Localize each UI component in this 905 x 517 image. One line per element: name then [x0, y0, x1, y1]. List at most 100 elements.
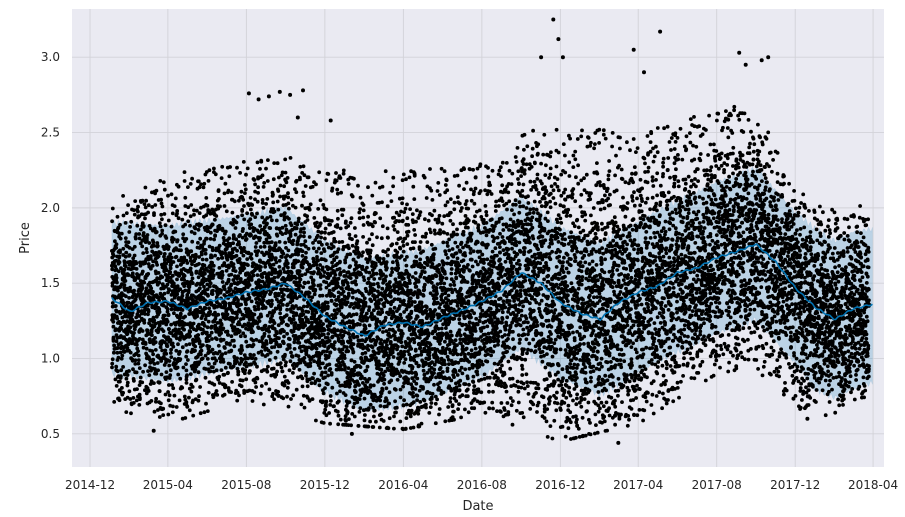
data-point: [412, 197, 417, 202]
data-point: [200, 244, 205, 249]
data-point: [231, 241, 236, 246]
data-point: [386, 235, 390, 240]
data-point: [360, 253, 364, 258]
data-point: [355, 400, 360, 405]
data-point: [368, 248, 373, 253]
data-point: [380, 310, 385, 315]
data-point: [159, 212, 164, 217]
data-point: [334, 255, 339, 260]
data-point: [208, 230, 213, 235]
data-point: [372, 414, 376, 419]
data-point: [415, 295, 420, 300]
data-point: [148, 365, 152, 370]
data-point: [125, 346, 130, 350]
data-point: [243, 183, 247, 187]
data-point: [293, 232, 298, 237]
data-point: [282, 334, 286, 339]
data-point: [110, 219, 114, 224]
data-point: [189, 230, 194, 234]
data-point: [372, 308, 376, 313]
data-point: [388, 190, 392, 195]
data-point: [211, 273, 216, 278]
data-point: [235, 359, 239, 364]
data-point: [115, 350, 120, 355]
data-point: [334, 171, 338, 175]
data-point: [418, 240, 423, 244]
data-point: [160, 275, 165, 279]
data-point: [376, 284, 381, 289]
data-point: [132, 244, 137, 249]
data-point: [267, 310, 272, 315]
data-point: [265, 221, 269, 226]
data-point: [136, 349, 141, 353]
data-point: [401, 249, 406, 254]
data-point: [216, 189, 221, 194]
data-point: [233, 226, 238, 230]
data-point: [401, 172, 406, 177]
data-point: [222, 372, 227, 377]
data-point: [402, 353, 406, 357]
data-point: [305, 214, 309, 219]
data-point: [396, 344, 400, 349]
data-point: [284, 180, 289, 185]
data-point: [196, 240, 200, 245]
data-point: [152, 381, 156, 385]
data-point: [402, 298, 406, 303]
data-point: [411, 320, 416, 325]
data-point: [413, 387, 418, 391]
data-point: [235, 165, 239, 170]
data-point: [128, 397, 133, 401]
data-point: [423, 282, 427, 287]
data-point: [251, 338, 256, 343]
data-point: [372, 277, 377, 281]
data-point: [421, 368, 426, 373]
data-point: [166, 245, 171, 249]
data-point: [179, 248, 183, 253]
data-point: [150, 263, 155, 268]
data-point: [367, 237, 372, 242]
data-point: [300, 249, 305, 254]
data-point: [271, 192, 275, 197]
data-point: [156, 271, 161, 275]
data-point: [417, 336, 422, 340]
data-point: [196, 179, 201, 184]
data-point: [282, 184, 286, 189]
data-point: [142, 280, 147, 285]
data-point: [264, 166, 268, 171]
data-point: [382, 381, 386, 386]
data-point: [333, 340, 337, 345]
data-point: [389, 378, 394, 383]
data-point: [382, 377, 387, 382]
data-point: [411, 246, 416, 251]
data-point: [191, 398, 195, 403]
data-point: [262, 181, 267, 185]
data-point: [158, 224, 163, 229]
data-point: [198, 286, 202, 291]
data-point: [358, 207, 362, 212]
data-point: [413, 233, 417, 237]
data-point: [238, 277, 243, 281]
data-point: [180, 293, 185, 298]
data-point: [284, 360, 288, 365]
data-point: [237, 393, 241, 398]
data-point: [243, 187, 248, 192]
data-point: [335, 208, 340, 213]
data-point: [370, 243, 375, 248]
data-point: [338, 417, 343, 422]
data-point: [411, 391, 415, 395]
data-point: [364, 289, 369, 294]
data-point: [385, 343, 389, 347]
data-point: [169, 347, 174, 352]
observed-points: [110, 17, 871, 445]
data-point: [175, 277, 179, 282]
data-point: [357, 410, 362, 414]
data-point: [335, 281, 340, 285]
data-point: [196, 370, 201, 375]
data-point: [400, 178, 405, 183]
data-point: [413, 240, 417, 245]
data-point: [329, 399, 333, 403]
data-point: [318, 221, 323, 226]
data-point: [183, 314, 188, 319]
data-point: [224, 268, 229, 273]
data-point: [253, 356, 258, 361]
